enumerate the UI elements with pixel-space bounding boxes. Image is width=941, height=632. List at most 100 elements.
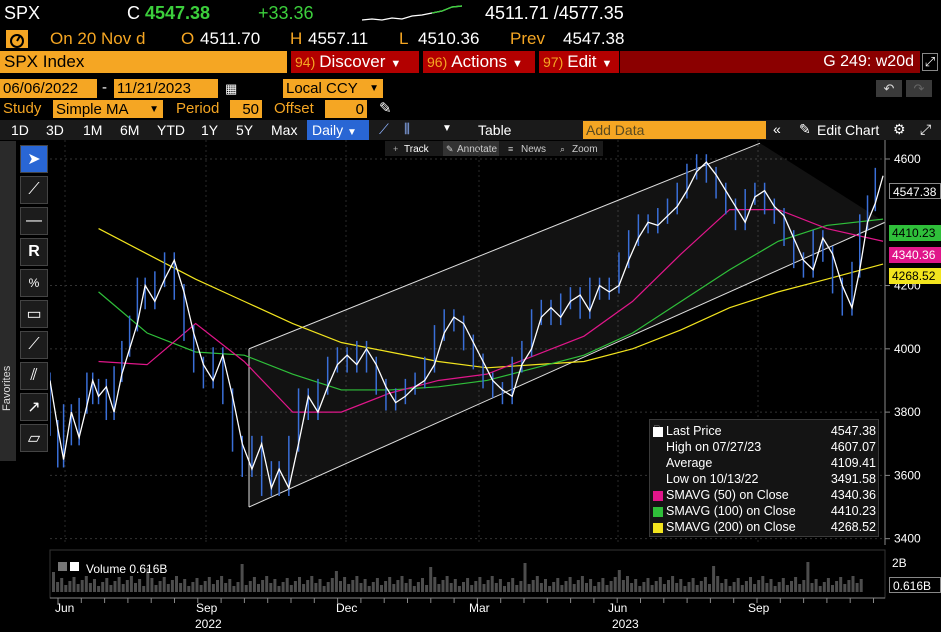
annotate-button[interactable]: Annotate — [457, 144, 497, 155]
volume-bar — [351, 580, 355, 592]
open-label: O — [181, 29, 195, 48]
discover-num: 94) — [295, 54, 316, 70]
volume-bar — [400, 576, 404, 592]
end-date-input[interactable]: 11/21/2023 — [114, 79, 218, 98]
x-tick-label: Mar — [469, 601, 490, 615]
undo-icon[interactable]: ↶ — [876, 80, 902, 97]
volume-collapse-icon[interactable] — [58, 562, 67, 571]
favorites-bar[interactable] — [0, 141, 16, 461]
y-tick-label: 4000 — [894, 342, 921, 356]
volume-bar — [765, 583, 769, 592]
tab-3d[interactable]: 3D — [46, 122, 64, 138]
gauge-icon[interactable] — [6, 30, 28, 48]
volume-bar — [248, 581, 252, 592]
edit-chart-button[interactable]: Edit Chart — [817, 122, 880, 138]
zoom-icon[interactable]: ⌕ — [560, 144, 565, 154]
actions-menu[interactable]: 96) Actions ▼ — [423, 51, 535, 73]
parallel-lines-icon[interactable]: ▱ — [20, 424, 48, 452]
volume-bar — [667, 580, 670, 592]
tab-1d[interactable]: 1D — [11, 122, 29, 138]
arrow-line-icon[interactable]: ↗ — [20, 393, 48, 421]
fib-percent-icon[interactable]: % — [20, 269, 48, 297]
news-icon[interactable]: ≡ — [508, 144, 513, 154]
volume-bar — [203, 581, 207, 592]
tab-ytd[interactable]: YTD — [157, 122, 185, 138]
add-data-input[interactable]: Add Data — [583, 121, 766, 139]
volume-bar — [531, 580, 535, 592]
candle-chart-icon[interactable]: ⫼ — [404, 121, 410, 136]
start-date-input[interactable]: 06/06/2022 — [0, 79, 97, 98]
frequency-select[interactable]: Daily ▼ — [307, 120, 369, 140]
volume-bar — [211, 584, 215, 592]
volume-bar — [486, 580, 490, 592]
news-button[interactable]: News — [521, 144, 546, 155]
legend-label: Low on 10/13/22 — [666, 472, 759, 486]
frequency-value: Daily — [312, 122, 344, 138]
discover-menu[interactable]: 94) Discover ▼ — [291, 51, 419, 73]
edit-menu[interactable]: 97) Edit ▼ — [539, 51, 619, 73]
volume-bar — [724, 579, 728, 592]
draw-line-icon[interactable]: ⟋ — [20, 176, 48, 204]
settings-icon[interactable]: ⚙ — [893, 121, 906, 137]
currency-value: Local CCY — [286, 80, 358, 97]
high-value: 4557.11 — [308, 29, 369, 48]
price-chart[interactable]: + Track ✎ Annotate ≡ News ⌕ Zoom 3400 360… — [0, 140, 941, 632]
track-button[interactable]: Track — [404, 144, 430, 155]
volume-bar — [617, 570, 621, 592]
tab-1y[interactable]: 1Y — [201, 122, 219, 138]
volume-bar — [52, 572, 55, 592]
pencil-icon[interactable]: ✎ — [379, 100, 392, 117]
volume-bar — [462, 582, 465, 592]
rectangle-icon[interactable]: ▭ — [20, 300, 48, 328]
volume-bar — [183, 579, 187, 592]
annotate-icon[interactable]: ✎ — [446, 144, 454, 154]
tab-6m[interactable]: 6M — [120, 122, 140, 138]
chart-mini-toolbar: + Track ✎ Annotate ≡ News ⌕ Zoom — [385, 141, 603, 156]
expand-icon[interactable]: ⤢ — [922, 53, 938, 71]
pencil-icon[interactable]: ✎ — [799, 121, 811, 137]
study-select[interactable]: Simple MA ▼ — [53, 100, 163, 118]
redo-icon[interactable]: ↷ — [906, 80, 932, 97]
regression-icon[interactable]: R — [20, 238, 48, 266]
volume-bar — [580, 576, 584, 592]
volume-bar — [408, 579, 412, 592]
volume-bar — [728, 586, 732, 592]
legend-value: 4607.07 — [830, 440, 876, 454]
track-icon[interactable]: + — [393, 144, 398, 154]
tab-1m[interactable]: 1M — [83, 122, 103, 138]
expand-icon[interactable]: ⤢ — [920, 121, 932, 137]
volume-swatch — [70, 562, 79, 571]
caret-down-icon[interactable]: ▼ — [442, 123, 452, 134]
offset-input[interactable]: 0 — [325, 100, 367, 118]
volume-bar — [72, 577, 76, 592]
volume-bar — [544, 579, 547, 592]
volume-bar — [814, 579, 818, 592]
tab-max[interactable]: Max — [271, 122, 298, 138]
volume-bar — [154, 585, 158, 592]
volume-bar — [552, 582, 556, 592]
security-field[interactable]: SPX Index — [0, 51, 287, 73]
volume-bar — [621, 580, 625, 592]
cursor-icon[interactable]: ➤ — [20, 145, 48, 173]
volume-bar — [675, 583, 679, 592]
horizontal-line-icon[interactable]: — — [20, 207, 48, 235]
volume-bar — [170, 580, 174, 592]
volume-bar — [125, 580, 129, 592]
last-price-tag: 4547.38 — [889, 183, 941, 199]
channel-icon[interactable]: ⫽ — [20, 362, 48, 390]
zoom-button[interactable]: Zoom — [572, 144, 598, 155]
collapse-icon[interactable]: « — [773, 121, 781, 137]
edit-label: Edit — [567, 52, 597, 71]
currency-select[interactable]: Local CCY ▼ — [283, 79, 383, 98]
ticker-symbol[interactable]: SPX — [4, 3, 41, 23]
prev-value: 4547.38 — [563, 29, 625, 48]
trendline-icon[interactable]: ⟋ — [20, 331, 48, 359]
period-input[interactable]: 50 — [230, 100, 262, 118]
volume-bar — [703, 577, 707, 592]
volume-bar — [585, 583, 588, 592]
tab-5y[interactable]: 5Y — [236, 122, 254, 138]
calendar-icon[interactable]: ▦ — [225, 81, 238, 96]
volume-bar — [527, 584, 531, 592]
table-button[interactable]: Table — [478, 122, 512, 138]
line-chart-icon[interactable]: ⟋ — [379, 121, 389, 137]
